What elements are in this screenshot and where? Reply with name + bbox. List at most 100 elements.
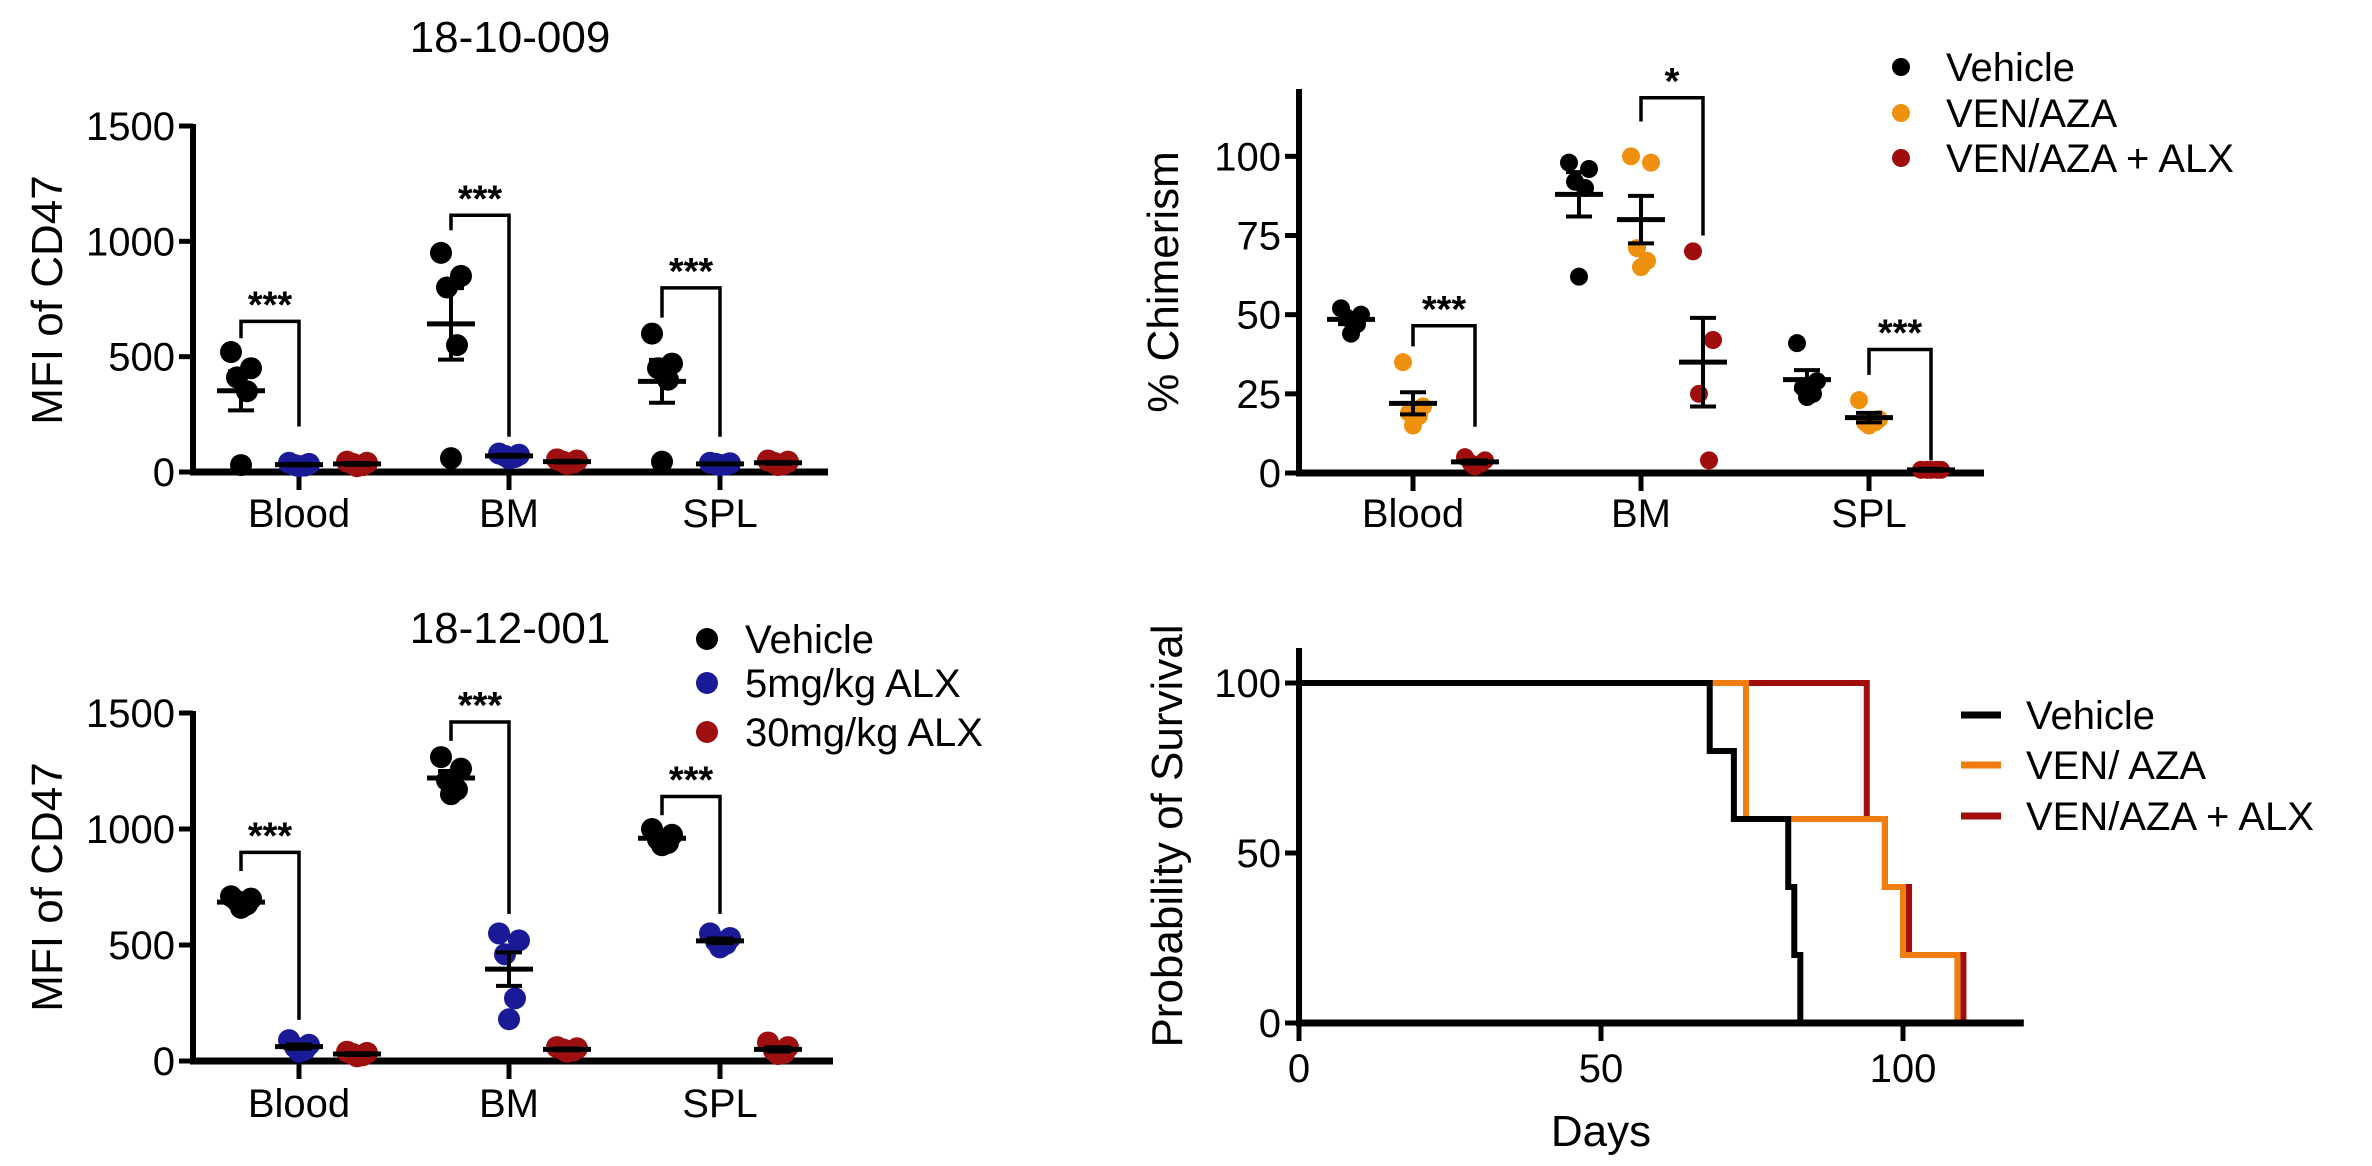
data-point xyxy=(430,746,452,769)
data-point xyxy=(1684,242,1702,261)
significance-label: *** xyxy=(1878,313,1923,355)
significance-label: *** xyxy=(458,178,503,220)
data-point xyxy=(504,987,526,1010)
data-point xyxy=(1704,331,1722,349)
x-tick-label: SPL xyxy=(682,492,758,536)
y-tick-label: 0 xyxy=(153,451,175,495)
y-axis-label: % Chimerism xyxy=(1139,151,1188,413)
y-tick-label: 75 xyxy=(1237,215,1282,259)
legend-label: Vehicle xyxy=(2026,694,2155,738)
data-point xyxy=(1560,153,1578,172)
legend-label: VEN/AZA xyxy=(1946,92,2117,136)
significance-bracket xyxy=(449,720,511,914)
legend-marker xyxy=(696,672,718,694)
data-point xyxy=(498,1008,520,1031)
significance-bracket xyxy=(449,213,511,437)
significance-bracket xyxy=(1867,347,1933,461)
y-tick-label: 0 xyxy=(1259,452,1281,496)
y-tick-label: 50 xyxy=(1237,294,1282,338)
x-tick-label: Blood xyxy=(248,1082,350,1126)
y-tick-label: 1000 xyxy=(86,808,175,852)
data-point xyxy=(440,447,462,470)
chart-title: 18-12-001 xyxy=(410,604,611,653)
legend-label: 30mg/kg ALX xyxy=(745,711,983,755)
significance-label: *** xyxy=(669,251,714,293)
x-axis-label: Days xyxy=(1551,1107,1651,1156)
y-axis-label: Probability of Survival xyxy=(1143,624,1192,1047)
x-tick-label: Blood xyxy=(1362,492,1464,536)
panel-survival: 0 50 100 0 50 100 Days Probability of Survival V… xyxy=(1143,624,2314,1156)
x-tick-label: BM xyxy=(479,1082,539,1126)
y-tick-label: 500 xyxy=(108,336,175,380)
legend-label: Vehicle xyxy=(745,618,874,662)
significance-label: *** xyxy=(669,760,714,802)
data-point xyxy=(230,454,252,477)
data-point xyxy=(1580,160,1598,178)
significance-bracket xyxy=(660,286,722,437)
x-tick-label: 50 xyxy=(1579,1047,1624,1091)
legend-label: Vehicle xyxy=(1946,46,2075,90)
data-point xyxy=(220,341,242,364)
chart-title: 18-10-009 xyxy=(410,13,611,62)
data-point xyxy=(1642,153,1660,172)
y-axis-label: MFI of CD47 xyxy=(23,762,72,1011)
y-tick-label: 1000 xyxy=(86,220,175,264)
significance-label: *** xyxy=(1422,289,1467,331)
significance-bracket xyxy=(1639,96,1705,236)
x-tick-label: SPL xyxy=(1831,492,1907,536)
significance-bracket xyxy=(239,850,301,1020)
data-point xyxy=(1850,391,1868,410)
significance-bracket xyxy=(239,319,301,427)
legend-marker xyxy=(696,721,718,743)
legend-label: VEN/AZA + ALX xyxy=(1946,137,2234,181)
data-point xyxy=(651,450,673,473)
data-point xyxy=(1622,147,1640,166)
y-tick-label: 0 xyxy=(1259,1002,1281,1046)
y-tick-label: 1500 xyxy=(86,692,175,736)
panel-mfi_18_12_001: 0 500 1000 1500 Blood BM SPL 18-12-001 MFI of CD… xyxy=(23,604,983,1126)
survival-curve xyxy=(1299,680,1961,1023)
legend-marker xyxy=(1892,104,1910,122)
y-tick-label: 100 xyxy=(1214,135,1281,179)
y-tick-label: 100 xyxy=(1214,662,1281,706)
data-point xyxy=(1394,353,1412,372)
data-point xyxy=(488,922,510,945)
x-tick-label: BM xyxy=(479,492,539,536)
x-tick-label: SPL xyxy=(682,1082,758,1126)
legend-label: VEN/AZA + ALX xyxy=(2026,795,2314,839)
data-point xyxy=(430,241,452,264)
significance-label: *** xyxy=(458,685,503,727)
survival-curve xyxy=(1299,680,1804,1023)
data-point xyxy=(641,322,663,345)
data-point xyxy=(1632,258,1650,277)
data-point xyxy=(440,783,462,806)
legend-marker xyxy=(1892,58,1910,76)
y-axis-label: MFI of CD47 xyxy=(23,175,72,424)
x-tick-label: 100 xyxy=(1870,1047,1937,1091)
survival-curve xyxy=(1299,680,1967,1023)
significance-bracket xyxy=(1411,324,1477,427)
legend-label: VEN/ AZA xyxy=(2026,744,2206,788)
x-tick-label: 0 xyxy=(1288,1047,1310,1091)
panel-mfi_18_10_009: 0 500 1000 1500 Blood BM SPL 18-10-009 MFI of CD… xyxy=(23,13,828,536)
y-tick-label: 50 xyxy=(1237,832,1282,876)
significance-bracket xyxy=(660,794,722,914)
x-tick-label: BM xyxy=(1611,492,1671,536)
y-tick-label: 500 xyxy=(108,924,175,968)
data-point xyxy=(508,929,530,952)
data-point xyxy=(1700,451,1718,470)
data-point xyxy=(1788,334,1806,353)
data-point xyxy=(1690,384,1708,403)
data-point xyxy=(1404,416,1422,435)
x-tick-label: Blood xyxy=(248,492,350,536)
legend-marker xyxy=(1892,149,1910,167)
data-point xyxy=(1798,388,1816,406)
legend-label: 5mg/kg ALX xyxy=(745,662,961,706)
significance-label: * xyxy=(1665,61,1680,103)
significance-label: *** xyxy=(248,815,293,857)
y-tick-label: 0 xyxy=(153,1040,175,1084)
data-point xyxy=(1342,324,1360,343)
data-point xyxy=(1570,267,1588,286)
